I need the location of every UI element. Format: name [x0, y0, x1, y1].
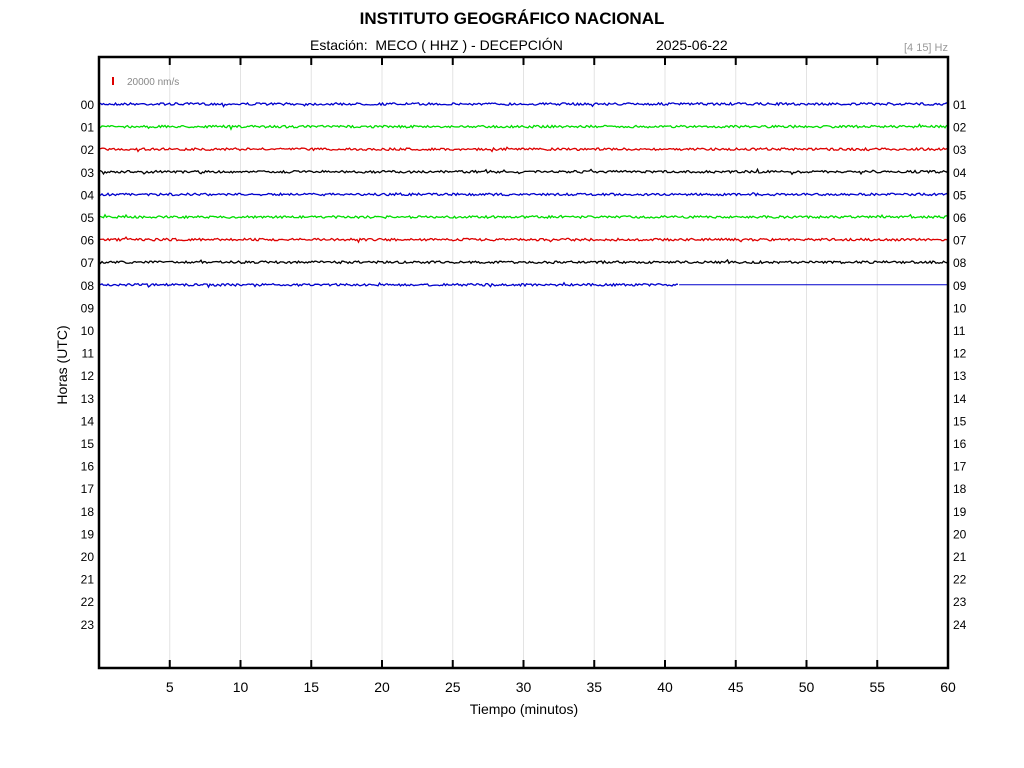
y-tick-label-left: 20: [81, 550, 95, 564]
seismic-trace-06: [98, 236, 949, 244]
y-tick-label-left: 22: [81, 595, 95, 609]
y-tick-label-right: 02: [953, 121, 967, 135]
y-tick-label-left: 06: [81, 234, 95, 248]
y-tick-label-right: 08: [953, 256, 967, 270]
y-tick-label-right: 12: [953, 347, 967, 361]
x-tick-label: 55: [869, 679, 885, 695]
y-tick-label-left: 11: [82, 347, 95, 361]
y-tick-label-right: 13: [953, 369, 967, 383]
y-tick-label-left: 13: [81, 392, 95, 406]
station-label: Estación: MECO ( HHZ ) - DECEPCIÓN: [310, 37, 563, 53]
y-tick-label-right: 22: [953, 573, 967, 587]
seismic-trace-04: [98, 191, 949, 197]
y-tick-label-right: 10: [953, 301, 967, 315]
y-tick-label-left: 00: [81, 98, 95, 112]
seismic-trace-08: [98, 281, 679, 289]
y-tick-label-right: 18: [953, 482, 967, 496]
x-tick-label: 30: [516, 679, 532, 695]
seismic-trace-05: [98, 213, 949, 220]
y-tick-label-left: 10: [81, 324, 95, 338]
y-tick-label-left: 17: [81, 482, 95, 496]
amplitude-scale-label: 20000 nm/s: [127, 77, 179, 88]
y-tick-label-left: 21: [81, 573, 95, 587]
y-tick-label-right: 21: [953, 550, 967, 564]
y-tick-label-left: 03: [81, 166, 95, 180]
y-tick-label-right: 16: [953, 437, 967, 451]
chart-title: INSTITUTO GEOGRÁFICO NACIONAL: [359, 9, 665, 28]
x-tick-label: 25: [445, 679, 461, 695]
x-tick-label: 20: [374, 679, 390, 695]
y-tick-label-left: 16: [81, 460, 95, 474]
frequency-band-label: [4 15] Hz: [903, 42, 948, 54]
seismic-trace-00: [98, 101, 949, 108]
x-tick-label: 45: [728, 679, 744, 695]
x-tick-label: 10: [233, 679, 249, 695]
y-tick-label-left: 12: [81, 369, 95, 383]
y-tick-label-left: 14: [81, 414, 95, 428]
y-tick-label-left: 05: [81, 211, 95, 225]
y-tick-label-left: 01: [81, 121, 95, 135]
seismic-trace-03: [98, 167, 949, 176]
y-tick-label-right: 19: [953, 505, 967, 519]
date-label: 2025-06-22: [656, 37, 728, 53]
y-tick-label-left: 07: [81, 256, 95, 270]
y-tick-label-left: 18: [81, 505, 95, 519]
y-tick-label-right: 23: [953, 595, 967, 609]
y-tick-label-right: 20: [953, 527, 967, 541]
y-tick-label-right: 24: [953, 618, 967, 632]
seismic-trace-02: [98, 146, 949, 153]
y-tick-label-right: 04: [953, 166, 967, 180]
y-tick-label-right: 11: [953, 324, 966, 338]
x-tick-label: 15: [303, 679, 319, 695]
x-tick-label: 40: [657, 679, 673, 695]
seismic-trace-01: [98, 123, 949, 131]
y-tick-label-left: 15: [81, 437, 95, 451]
x-axis-label: Tiempo (minutos): [469, 701, 579, 717]
y-tick-label-left: 08: [81, 279, 95, 293]
y-tick-label-right: 15: [953, 414, 967, 428]
y-tick-label-right: 14: [953, 392, 967, 406]
y-tick-label-right: 06: [953, 211, 967, 225]
y-tick-label-right: 07: [953, 234, 967, 248]
y-tick-label-right: 09: [953, 279, 967, 293]
x-tick-label: 35: [586, 679, 602, 695]
y-tick-label-left: 23: [81, 618, 95, 632]
y-axis-label: Horas (UTC): [54, 325, 70, 405]
y-tick-label-right: 05: [953, 188, 967, 202]
y-tick-label-left: 19: [81, 527, 95, 541]
y-tick-label-left: 04: [81, 188, 95, 202]
y-tick-label-left: 02: [81, 143, 95, 157]
seismic-trace-07: [98, 258, 949, 265]
x-tick-label: 50: [799, 679, 815, 695]
x-tick-label: 60: [940, 679, 956, 695]
y-tick-label-right: 03: [953, 143, 967, 157]
y-tick-label-left: 09: [81, 301, 95, 315]
y-tick-label-right: 17: [953, 460, 967, 474]
x-tick-label: 5: [166, 679, 174, 695]
y-tick-label-right: 01: [953, 98, 967, 112]
